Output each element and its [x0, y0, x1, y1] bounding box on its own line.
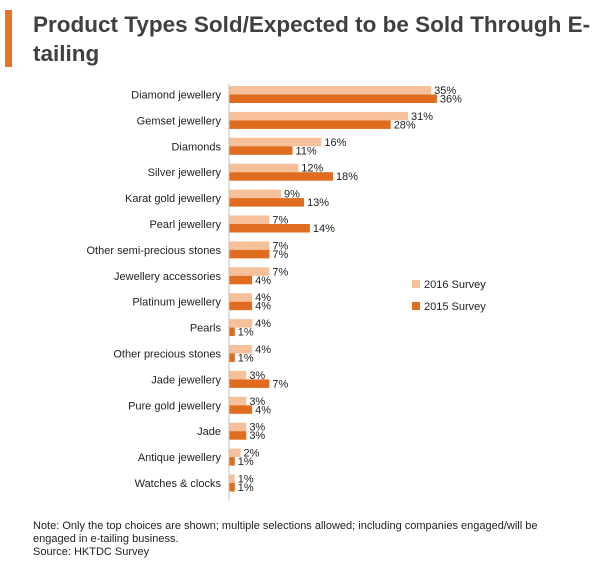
data-label-2016: 4% [255, 292, 271, 304]
bar-2015 [229, 353, 235, 362]
bar-2015 [229, 224, 310, 233]
data-label-2015: 14% [313, 223, 335, 235]
bar-2015 [229, 457, 235, 466]
category-label: Other semi-precious stones [87, 245, 222, 257]
category-label: Gemset jewellery [137, 115, 222, 127]
category-label: Karat gold jewellery [125, 193, 221, 205]
category-label: Jewellery accessories [114, 271, 221, 283]
bar-2016 [229, 189, 281, 199]
bar-2015 [229, 405, 253, 414]
bar-chart: Diamond jewellery 35%36% Gemset jewellery 3… [87, 84, 486, 501]
legend-label: 2015 Survey [424, 301, 486, 313]
source-text: Source: HKTDC Survey [33, 546, 150, 558]
bar-2016 [229, 474, 235, 483]
bar-2016 [229, 422, 247, 432]
bar-2015 [229, 275, 253, 285]
legend-swatch [412, 280, 420, 288]
data-label-2015: 1% [238, 456, 254, 468]
data-label-2015: 1% [238, 327, 254, 339]
data-label-2015: 1% [238, 482, 254, 494]
data-label-2015: 1% [238, 353, 254, 365]
category-label: Watches & clocks [135, 478, 222, 490]
data-label-2016: 3% [249, 422, 265, 434]
bar-2016 [229, 293, 253, 302]
bar-2016 [229, 137, 322, 147]
data-label-2015: 36% [440, 94, 462, 106]
data-label-2016: 4% [255, 318, 271, 330]
note-text: Note: Only the top choices are shown; mu… [33, 520, 538, 545]
title-accent-bar [5, 10, 12, 67]
bar-2015 [229, 172, 333, 181]
data-label-2016: 7% [272, 240, 288, 252]
bar-2016 [229, 448, 241, 458]
category-label: Other precious stones [113, 349, 221, 361]
bar-2015 [229, 431, 247, 440]
legend-swatch [412, 302, 420, 310]
data-label-2015: 7% [272, 249, 288, 261]
data-label-2016: 4% [255, 344, 271, 356]
bar-2015 [229, 146, 293, 155]
bar-2016 [229, 163, 299, 173]
data-label-2016: 3% [249, 370, 265, 382]
data-label-2016: 12% [301, 163, 323, 175]
bar-2016 [229, 241, 270, 250]
data-label-2016: 16% [324, 137, 346, 149]
category-label: Diamonds [171, 141, 221, 153]
bar-2015 [229, 483, 235, 492]
category-label: Antique jewellery [138, 452, 222, 464]
category-label: Diamond jewellery [131, 90, 221, 102]
data-label-2016: 1% [238, 474, 254, 486]
chart-footnote: Note: Only the top choices are shown; mu… [33, 520, 573, 559]
bar-2015 [229, 120, 391, 129]
data-label-2016: 35% [434, 85, 456, 97]
bar-2016 [229, 370, 247, 380]
bar-2016 [229, 86, 432, 95]
category-label: Jade jewellery [151, 374, 221, 386]
data-label-2015: 4% [255, 301, 271, 313]
bar-2015 [229, 379, 270, 388]
bar-2015 [229, 327, 235, 337]
data-label-2015: 3% [249, 430, 265, 442]
bar-2016 [229, 215, 270, 224]
data-label-2015: 28% [394, 119, 416, 131]
category-label: Jade [197, 426, 221, 438]
category-label: Platinum jewellery [132, 297, 221, 309]
data-label-2016: 31% [411, 111, 433, 123]
data-label-2016: 3% [249, 396, 265, 408]
bar-2016 [229, 267, 270, 276]
data-label-2016: 7% [272, 215, 288, 227]
bar-2016 [229, 396, 247, 406]
data-label-2015: 11% [296, 145, 317, 157]
data-label-2015: 4% [255, 404, 271, 416]
category-label: Pearl jewellery [149, 219, 221, 231]
data-label-2015: 7% [272, 378, 288, 390]
bar-2016 [229, 111, 409, 121]
bar-2015 [229, 249, 270, 259]
data-label-2015: 18% [336, 171, 358, 183]
data-label-2016: 7% [272, 266, 288, 278]
data-label-2016: 2% [244, 448, 260, 460]
bar-2015 [229, 301, 253, 311]
chart-title: Product Types Sold/Expected to be Sold T… [33, 12, 591, 66]
category-label: Pearls [190, 323, 222, 335]
bar-2015 [229, 198, 305, 207]
bar-2015 [229, 94, 437, 103]
category-label: Silver jewellery [148, 167, 222, 179]
data-label-2015: 13% [307, 197, 329, 209]
data-label-2015: 4% [255, 275, 271, 287]
legend-label: 2016 Survey [424, 279, 486, 291]
bar-2016 [229, 345, 253, 354]
category-label: Pure gold jewellery [128, 400, 221, 412]
data-label-2016: 9% [284, 189, 300, 201]
bar-2016 [229, 319, 253, 328]
